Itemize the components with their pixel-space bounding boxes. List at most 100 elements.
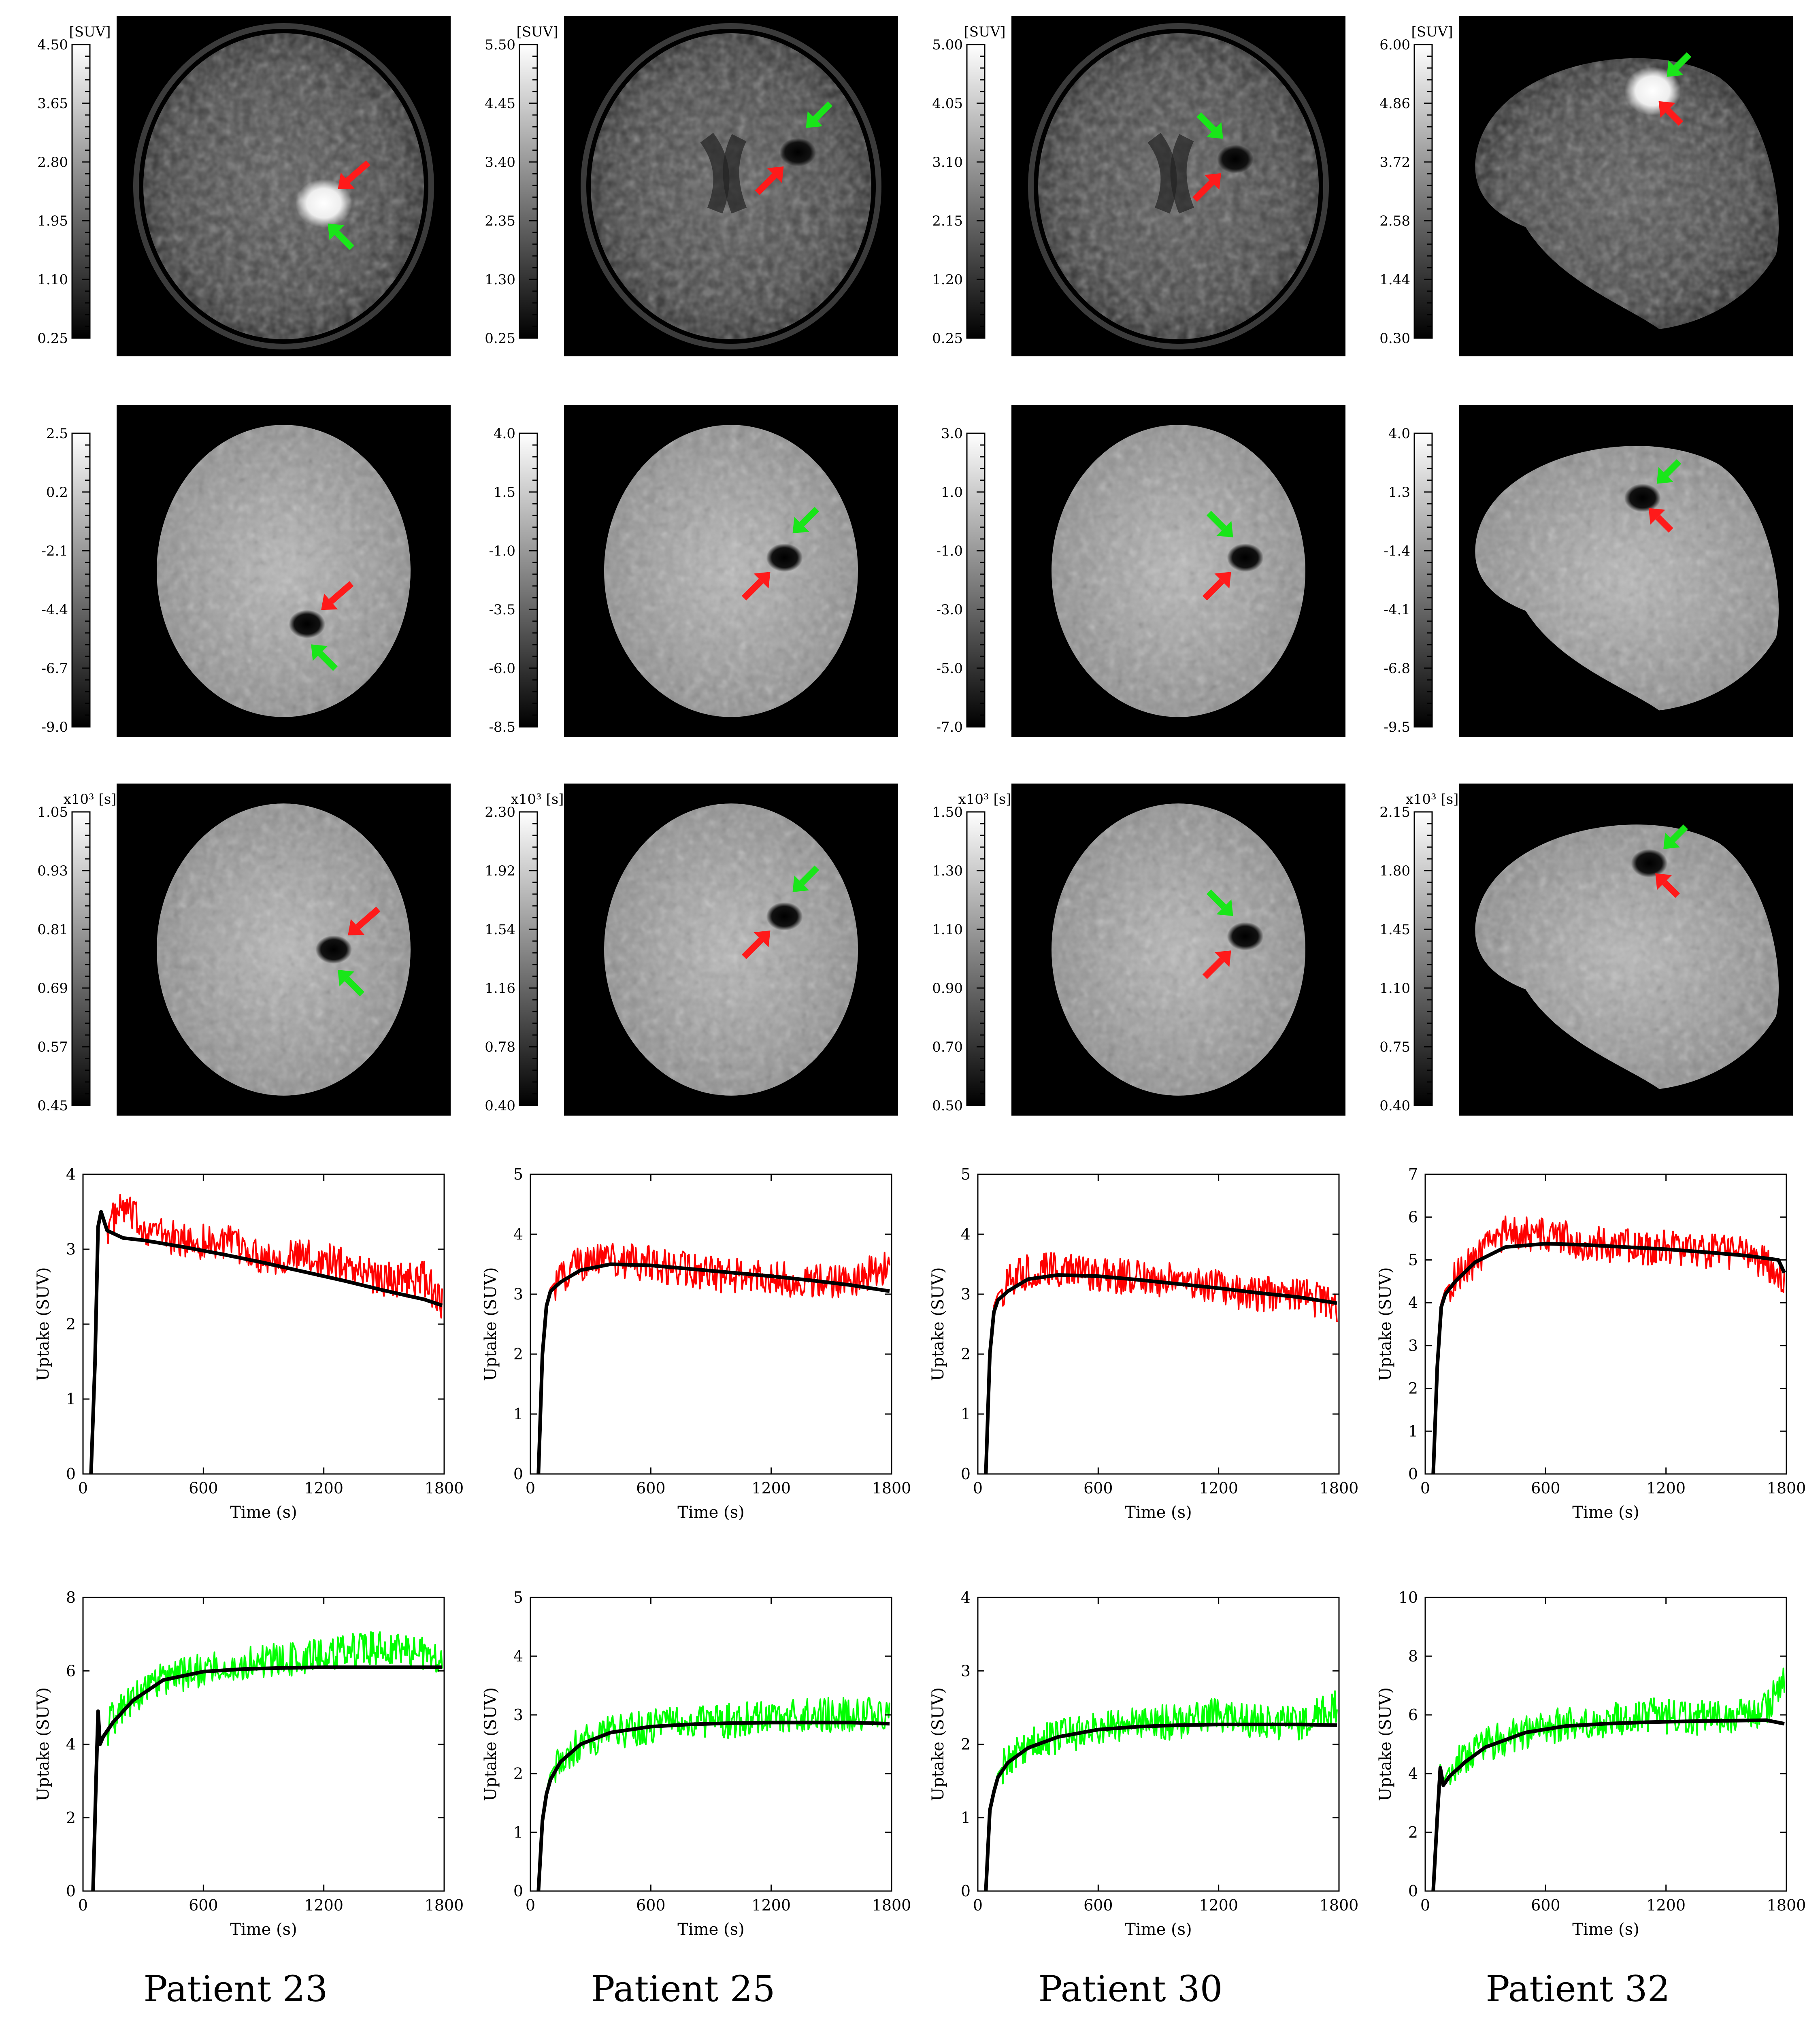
colorbar-unit: x10³ [s] (958, 791, 1011, 807)
y-tick-label: 0 (513, 1882, 523, 1900)
lesion-region (1227, 543, 1264, 572)
red-arrow-head (338, 173, 355, 189)
x-tick-label: 0 (526, 1896, 535, 1914)
colorbar-tick-label: 5.50 (485, 37, 515, 53)
red-arrow-head (754, 572, 771, 589)
fitted-curve (89, 1210, 443, 1474)
measured-curve (1432, 1215, 1785, 1474)
y-tick-label: 5 (513, 1165, 523, 1183)
measured-curve (1432, 1668, 1785, 1891)
colorbar-unit: [SUV] (1411, 24, 1453, 40)
colorbar-tick-label: 0.78 (485, 1039, 515, 1055)
green-arrow-shaft (1196, 112, 1216, 132)
x-tick-label: 1200 (304, 1896, 343, 1914)
lesion-region (766, 543, 803, 572)
y-tick-label: 3 (961, 1662, 971, 1680)
y-tick-label: 4 (1408, 1765, 1418, 1783)
colorbar-tick-label: 1.20 (932, 272, 963, 288)
colorbar-tick-label: 0.40 (485, 1098, 515, 1114)
colorbar-tick-label: 2.5 (46, 426, 68, 442)
y-tick-label: 4 (513, 1647, 523, 1665)
colorbar-tick-label: 0.2 (46, 484, 68, 500)
colorbar-tick-label: 3.40 (485, 154, 515, 170)
colorbar-tick-label: 0.93 (37, 863, 68, 879)
green-arrow-head (1206, 122, 1223, 139)
x-tick-label: 0 (1420, 1479, 1430, 1497)
colorbar (71, 811, 91, 1106)
y-tick-label: 3 (513, 1285, 523, 1303)
red-arrow-shaft (755, 173, 777, 195)
fitted-curve (1431, 1718, 1785, 1891)
colorbar-tick-label: 1.80 (1379, 863, 1410, 879)
measured-curve (92, 1631, 443, 1891)
y-tick-label: 4 (961, 1589, 971, 1606)
x-axis-label: Time (s) (1125, 1920, 1192, 1939)
red-arrow-head (1214, 950, 1231, 967)
colorbar-tick-label: -6.7 (41, 660, 68, 677)
fitted-curve (536, 1262, 890, 1474)
colorbar-tick-label: 0.45 (37, 1098, 68, 1114)
colorbar-tick-label: -7.0 (936, 719, 963, 735)
y-tick-label: 5 (1408, 1251, 1418, 1269)
brain-texture (1475, 446, 1779, 711)
red-arrow-shaft (355, 906, 381, 930)
x-tick-label: 600 (189, 1479, 218, 1497)
colorbar-tick-label: 2.15 (932, 213, 963, 229)
x-tick-label: 1200 (751, 1479, 791, 1497)
colorbar-tick-label: 1.50 (932, 804, 963, 820)
y-tick-label: 2 (66, 1315, 76, 1333)
colorbar-tick-label: 3.0 (941, 426, 963, 442)
image-panel: 2.30 1.92 1.54 1.16 0.78 0.40 x10³ [s] (485, 784, 898, 1116)
colorbar-tick-label: 1.30 (932, 863, 963, 879)
green-arrow-head (1216, 899, 1233, 916)
x-tick-label: 1200 (1199, 1896, 1238, 1914)
y-tick-label: 0 (1408, 1465, 1418, 1483)
colorbar-tick-label: 1.10 (37, 272, 68, 288)
chart-patient-23-green: 0 600 1200 1800 0 2 4 6 8 Time (s) Uptake (SUV) (34, 1589, 464, 1939)
colorbar-tick-label: 0.25 (485, 330, 515, 347)
colorbar-tick-label: 2.80 (37, 154, 68, 170)
image-panel: 5.00 4.05 3.10 2.15 1.20 0.25 [SUV] (932, 16, 1345, 356)
colorbar-tick-label: 2.30 (485, 804, 515, 820)
y-tick-label: 3 (513, 1706, 523, 1724)
colorbar-tick-label: 1.95 (37, 213, 68, 229)
colorbar-tick-label: 1.54 (485, 922, 515, 938)
red-arrow-shaft (1202, 579, 1224, 601)
green-arrow-head (1663, 832, 1680, 849)
colorbar-tick-label: -1.0 (489, 543, 515, 559)
brain-texture (157, 803, 411, 1096)
green-arrow-shaft (1206, 889, 1226, 909)
colorbar-unit: x10³ [s] (511, 791, 564, 807)
colorbar-tick-label: 0.25 (932, 330, 963, 347)
colorbar-tick-label: 1.44 (1379, 272, 1410, 288)
colorbar-unit: x10³ [s] (64, 791, 117, 807)
x-axis-label: Time (s) (1125, 1503, 1192, 1522)
y-tick-label: 0 (961, 1882, 971, 1900)
colorbar-tick-label: 2.35 (485, 213, 515, 229)
plot-area (1424, 1173, 1787, 1475)
brain-texture (1052, 425, 1305, 717)
colorbar-tick-label: 1.3 (1388, 484, 1410, 500)
brain-texture (604, 803, 858, 1096)
green-arrow-head (1656, 467, 1673, 484)
y-tick-label: 4 (66, 1736, 76, 1753)
colorbar-tick-label: -2.1 (41, 543, 68, 559)
ventricle (723, 134, 747, 214)
y-tick-label: 0 (513, 1465, 523, 1483)
colorbar-tick-label: -6.0 (489, 660, 515, 677)
y-tick-label: 3 (66, 1240, 76, 1258)
y-tick-label: 1 (513, 1823, 523, 1841)
patient-label-25: Patient 25 (591, 1968, 775, 2010)
colorbar-tick-label: 1.92 (485, 863, 515, 879)
green-arrow-shaft (1673, 52, 1692, 70)
y-tick-label: 0 (961, 1465, 971, 1483)
colorbar (966, 811, 986, 1106)
image-panel: 2.15 1.80 1.45 1.10 0.75 0.40 x10³ [s] (1379, 784, 1793, 1116)
colorbar (1413, 811, 1433, 1106)
colorbar-unit: x10³ [s] (1406, 791, 1459, 807)
colorbar-tick-label: -9.5 (1384, 719, 1410, 735)
green-arrow-shaft (813, 101, 833, 121)
colorbar-tick-label: 1.16 (485, 980, 515, 997)
colorbar-tick-label: 4.0 (1388, 426, 1410, 442)
colorbar-tick-label: 3.65 (37, 96, 68, 112)
